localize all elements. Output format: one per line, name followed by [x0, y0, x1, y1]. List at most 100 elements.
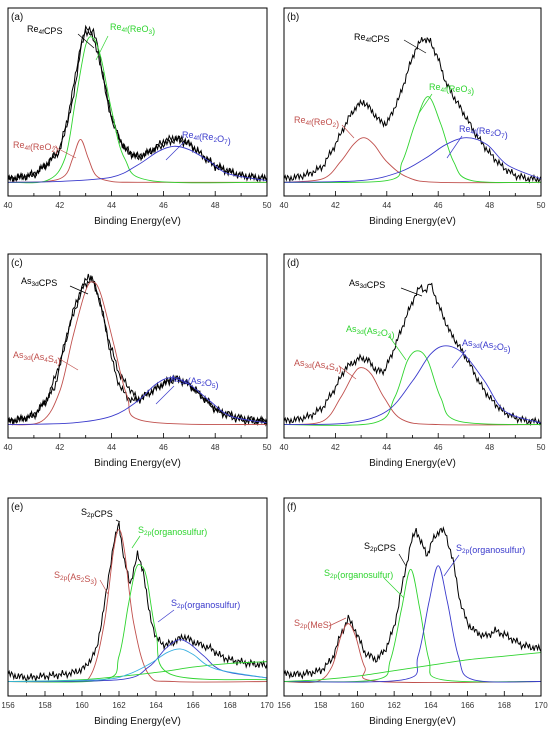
x-axis-label: Binding Energy(eV)	[369, 216, 456, 227]
x-tick-label: 42	[331, 443, 340, 452]
series-line-1	[8, 522, 267, 684]
peak-annotation: S2pCPS	[81, 507, 113, 519]
panel-label: (c)	[11, 258, 23, 269]
plot-frame	[283, 497, 542, 697]
x-axis-label: Binding Energy(eV)	[94, 716, 181, 727]
x-tick-label: 46	[159, 201, 168, 210]
series-line-4	[8, 377, 267, 426]
panel-b: 40 42 44 46 48 50 Binding Energy(eV) (b) Re4fCPS…	[280, 7, 546, 227]
panel-d: 40 42 44 46 48 50 Binding Energy(eV) (d) As3dCPS…	[280, 253, 546, 469]
annotation-leader-line	[115, 519, 121, 523]
x-tick-label: 40	[280, 443, 289, 452]
annotation-leader-line	[69, 285, 89, 295]
x-tick-label: 162	[112, 701, 126, 710]
peak-annotation: Re4f(ReO3)	[110, 22, 155, 36]
x-tick-label: 168	[223, 701, 237, 710]
peak-annotation: S2p(organosulfur)	[456, 543, 525, 555]
series-line-1	[284, 36, 541, 184]
x-tick-label: 170	[534, 701, 548, 710]
annotation-leader-line	[165, 141, 185, 161]
peak-annotation: As3d(As2O5)	[170, 374, 219, 390]
x-tick-label: 156	[277, 701, 291, 710]
peak-annotation: As3d(As2O5)	[462, 338, 511, 354]
x-tick-label: 44	[382, 201, 391, 210]
x-tick-label: 162	[387, 701, 401, 710]
peak-annotation: Re4fCPS	[27, 24, 62, 36]
series-line-4	[284, 137, 541, 183]
peak-annotation: As3d(As4S4)	[13, 350, 61, 366]
panel-label: (d)	[287, 258, 299, 269]
annotation-leader-line	[52, 145, 77, 159]
x-axis-label: Binding Energy(eV)	[369, 458, 456, 469]
annotation-leader-line	[403, 39, 427, 54]
x-tick-label: 44	[107, 201, 116, 210]
x-tick-label: 46	[159, 443, 168, 452]
x-tick-label: 48	[211, 443, 220, 452]
annotation-leader-line	[157, 609, 175, 623]
annotation-leader-line	[131, 535, 141, 549]
series-line-1	[284, 282, 541, 427]
x-axis-label: Binding Energy(eV)	[94, 216, 181, 227]
x-axis-label: Binding Energy(eV)	[369, 716, 456, 727]
x-tick-label: 40	[280, 201, 289, 210]
peak-annotation: Re4f(ReO2)	[294, 115, 339, 129]
series-line-3	[8, 563, 267, 683]
annotation-leader-line	[95, 35, 109, 61]
panel-f: 156 158 160 162 164 166 168 170 Binding Energy(e…	[277, 497, 548, 727]
x-tick-label: 40	[4, 443, 13, 452]
annotation-leader-line	[383, 577, 405, 599]
annotation-leader-line	[341, 124, 355, 139]
series-line-3	[284, 96, 541, 184]
x-tick-label: 44	[107, 443, 116, 452]
peak-annotation: Re4fCPS	[354, 32, 389, 44]
annotation-leader-line	[418, 93, 433, 114]
x-tick-label: 44	[382, 443, 391, 452]
annotation-leader-line	[443, 554, 460, 577]
peak-annotation: As3dCPS	[349, 278, 385, 290]
series-line-2	[8, 28, 267, 183]
annotation-leader-line	[446, 135, 463, 159]
series-line-5	[284, 652, 541, 682]
annotation-leader-line	[398, 553, 407, 567]
annotation-leader-line	[328, 617, 347, 627]
x-tick-label: 164	[149, 701, 163, 710]
x-tick-label: 168	[498, 701, 512, 710]
panel-label: (e)	[11, 502, 23, 513]
series-line-4	[284, 565, 541, 683]
series-line-4	[284, 345, 541, 426]
peak-annotation: Re4f(Re2O7)	[459, 124, 508, 140]
x-tick-label: 50	[263, 201, 272, 210]
x-tick-label: 50	[537, 201, 546, 210]
x-tick-label: 156	[1, 701, 15, 710]
x-tick-label: 160	[351, 701, 365, 710]
plot-frame	[7, 7, 268, 197]
annotation-leader-line	[99, 579, 109, 595]
x-tick-label: 48	[211, 201, 220, 210]
panel-label: (a)	[11, 12, 23, 23]
x-tick-label: 50	[263, 443, 272, 452]
annotation-leader-line	[451, 349, 467, 369]
annotation-leader-line	[57, 357, 79, 371]
peak-annotation: Re4f(ReO2)	[13, 140, 58, 154]
series-line-2	[284, 623, 541, 684]
x-tick-label: 158	[314, 701, 328, 710]
series-line-3	[284, 350, 541, 426]
peak-annotation: S2pCPS	[364, 541, 396, 553]
series-line-2	[284, 367, 541, 426]
series-line-3	[284, 568, 541, 683]
peak-annotation: S2p(As2S3)	[54, 570, 97, 586]
annotation-leader-line	[338, 365, 357, 380]
annotation-leader-line	[400, 287, 423, 297]
x-tick-label: 166	[186, 701, 200, 710]
peak-annotation: As3dCPS	[21, 276, 57, 288]
series-line-2	[8, 275, 267, 427]
x-tick-label: 170	[260, 701, 274, 710]
x-tick-label: 46	[434, 443, 443, 452]
panel-e: 156 158 160 162 164 166 168 170 Binding Energy(e…	[1, 497, 274, 727]
x-tick-label: 48	[485, 201, 494, 210]
panel-label: (f)	[287, 502, 296, 513]
peak-annotation: S2p(organosulfur)	[171, 598, 240, 610]
series-line-5	[8, 145, 267, 183]
peak-annotation: Re4f(Re2O7)	[182, 130, 231, 146]
